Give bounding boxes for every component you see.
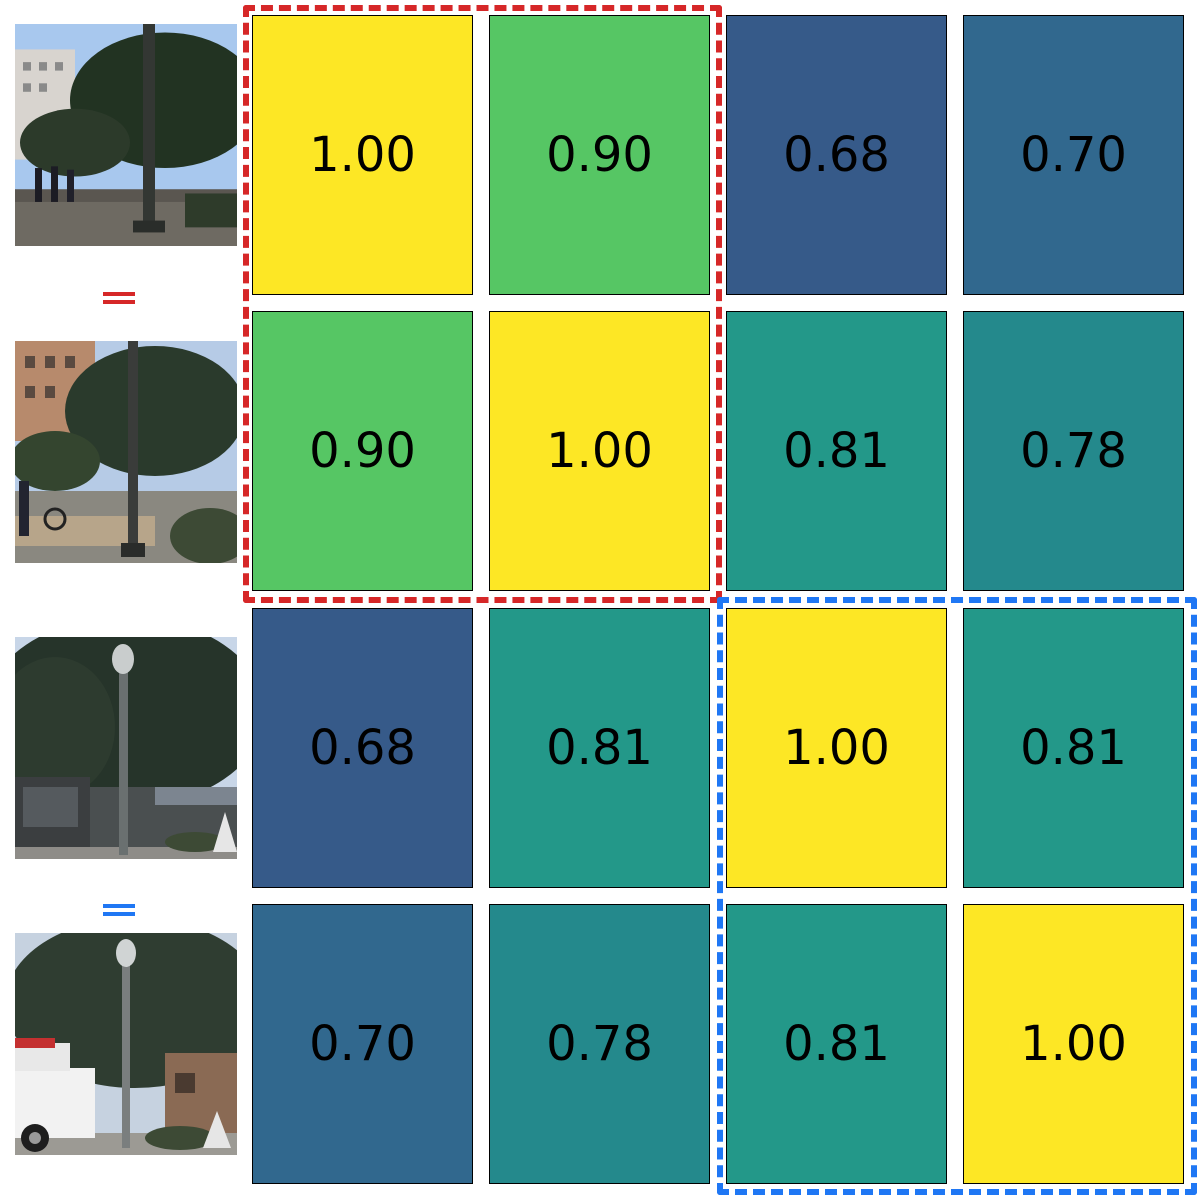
heatmap-cell: 0.78 xyxy=(489,904,710,1184)
heatmap-cell: 0.70 xyxy=(252,904,473,1184)
heatmap-cell: 0.68 xyxy=(726,15,947,295)
heatmap-cell: 0.68 xyxy=(252,608,473,888)
row-image-3 xyxy=(15,637,237,859)
heatmap-cell: 0.81 xyxy=(489,608,710,888)
heatmap-cell: 0.78 xyxy=(963,311,1184,591)
heatmap-cell: 1.00 xyxy=(726,608,947,888)
heatmap-cell: 1.00 xyxy=(489,311,710,591)
row-image-1 xyxy=(15,24,237,246)
heatmap-cell: 0.70 xyxy=(963,15,1184,295)
heatmap-cell: 0.81 xyxy=(726,311,947,591)
heatmap-cell: 0.90 xyxy=(489,15,710,295)
equal-sign-blue xyxy=(103,902,135,918)
heatmap-cell: 1.00 xyxy=(252,15,473,295)
equal-sign-red xyxy=(103,290,135,306)
row-image-4 xyxy=(15,933,237,1155)
heatmap-cell: 0.81 xyxy=(726,904,947,1184)
heatmap-cell: 0.81 xyxy=(963,608,1184,888)
heatmap-cell: 1.00 xyxy=(963,904,1184,1184)
heatmap-cell: 0.90 xyxy=(252,311,473,591)
row-image-2 xyxy=(15,341,237,563)
